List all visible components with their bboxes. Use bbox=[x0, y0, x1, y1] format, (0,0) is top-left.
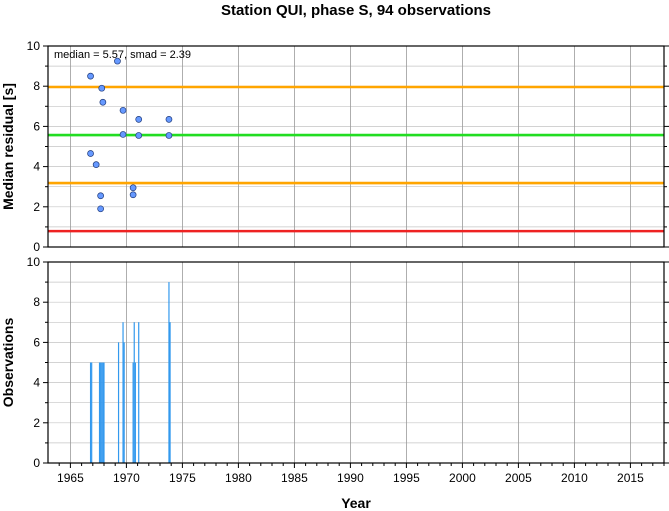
residual-point bbox=[87, 150, 94, 157]
residual-y-ticks: 0 2 4 6 8 10 bbox=[27, 39, 669, 254]
residual-point bbox=[129, 191, 137, 199]
x-tick-label: 1970 bbox=[113, 471, 140, 485]
residual-y-tick-label: 8 bbox=[33, 79, 40, 93]
residual-point bbox=[119, 131, 127, 138]
observations-y-axis-label: Observations bbox=[0, 318, 16, 408]
residual-y-tick-label: 6 bbox=[33, 119, 40, 133]
observations-panel: 0 2 4 6 8 10 1965 1970 1975 1980 1985 1990 1995 2000… bbox=[0, 255, 669, 511]
x-tick-label: 2015 bbox=[617, 471, 644, 485]
year-x-ticks: 1965 1970 1975 1980 1985 1990 1995 2000 2005 2010… bbox=[57, 463, 665, 485]
x-tick-label: 2010 bbox=[561, 471, 588, 485]
residual-point bbox=[97, 192, 104, 200]
residual-point bbox=[129, 184, 137, 192]
x-tick-label: 1985 bbox=[281, 471, 308, 485]
residual-point bbox=[135, 132, 143, 139]
x-axis-label: Year bbox=[341, 495, 371, 511]
residual-point bbox=[119, 106, 127, 114]
residual-point bbox=[98, 84, 106, 92]
residual-point bbox=[97, 205, 104, 213]
residual-point bbox=[165, 116, 173, 123]
x-tick-label: 1990 bbox=[337, 471, 364, 485]
residual-point bbox=[135, 116, 143, 123]
residual-point bbox=[165, 132, 173, 139]
residual-y-axis-label: Median residual [s] bbox=[0, 83, 16, 210]
residual-y-tick-label: 0 bbox=[33, 240, 40, 254]
stats-annotation: median = 5.57, smad = 2.39 bbox=[54, 49, 191, 61]
residual-panel: 0 2 4 6 8 10 median = 5.57, smad = 2.39 Media… bbox=[0, 39, 669, 254]
observations-bars bbox=[89, 282, 171, 463]
x-tick-label: 1995 bbox=[393, 471, 420, 485]
residual-point bbox=[99, 98, 107, 106]
x-tick-label: 2005 bbox=[505, 471, 532, 485]
observations-y-tick-label: 2 bbox=[33, 416, 40, 430]
x-tick-label: 1975 bbox=[169, 471, 196, 485]
residual-y-tick-label: 4 bbox=[33, 160, 40, 174]
residual-points bbox=[87, 57, 173, 213]
observations-y-tick-label: 6 bbox=[33, 335, 40, 349]
observations-y-tick-label: 10 bbox=[27, 255, 41, 269]
observations-y-tick-label: 4 bbox=[33, 376, 40, 390]
observations-grid bbox=[48, 262, 664, 463]
residual-point bbox=[87, 72, 94, 80]
residual-point bbox=[114, 57, 121, 65]
observations-y-tick-label: 0 bbox=[33, 456, 40, 470]
observations-y-tick-label: 8 bbox=[33, 295, 40, 309]
residual-point bbox=[92, 161, 100, 168]
residual-reference-lines bbox=[48, 85, 664, 233]
x-tick-label: 1980 bbox=[225, 471, 252, 485]
residual-y-tick-label: 10 bbox=[27, 39, 41, 53]
x-tick-label: 1965 bbox=[57, 471, 84, 485]
residual-y-tick-label: 2 bbox=[33, 200, 40, 214]
chart-title: Station QUI, phase S, 94 observations bbox=[221, 2, 491, 19]
x-tick-label: 2000 bbox=[449, 471, 476, 485]
observations-y-ticks: 0 2 4 6 8 10 bbox=[27, 255, 669, 470]
